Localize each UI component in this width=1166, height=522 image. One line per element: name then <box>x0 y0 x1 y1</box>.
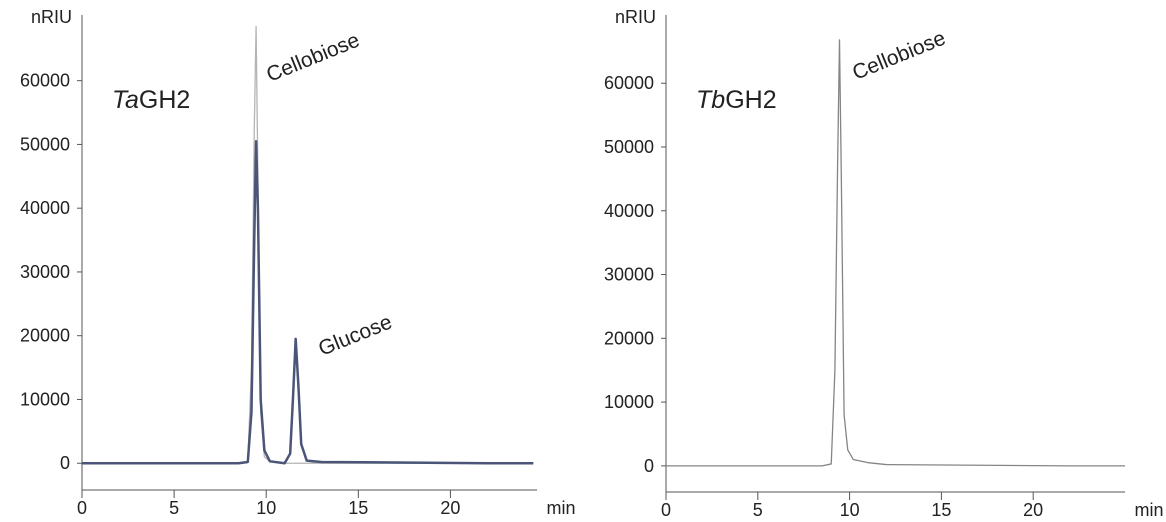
panel-title: TaGH2 <box>112 86 190 114</box>
y-tick-label: 60000 <box>604 73 654 93</box>
panel-title-part: GH2 <box>725 86 776 114</box>
y-tick-label: 40000 <box>604 201 654 221</box>
y-tick-label: 30000 <box>604 265 654 285</box>
x-tick-label: 20 <box>440 498 460 518</box>
x-tick-label: 15 <box>348 498 368 518</box>
panel-title-part: GH2 <box>139 86 190 114</box>
x-tick-label: 10 <box>256 498 276 518</box>
peak-annotation: Glucose <box>315 310 395 360</box>
y-axis-label: nRIU <box>615 7 656 27</box>
y-tick-label: 20000 <box>20 326 70 346</box>
x-tick-label: 10 <box>840 500 860 520</box>
trace <box>82 139 534 465</box>
x-tick-label: 5 <box>169 498 179 518</box>
x-tick-label: 5 <box>753 500 763 520</box>
y-tick-label: 50000 <box>20 134 70 154</box>
chart-panel: 0 10000 20000 30000 40000 50000 60000 0 5 10 15 20 n… <box>604 7 1164 520</box>
panel-title-part: Ta <box>112 86 139 114</box>
y-tick-label: 40000 <box>20 198 70 218</box>
y-tick-label: 10000 <box>604 392 654 412</box>
y-tick-label: 20000 <box>604 328 654 348</box>
panel-title: TbGH2 <box>696 86 777 114</box>
x-tick-label: 15 <box>931 500 951 520</box>
x-axis-label: min <box>546 498 575 518</box>
panel-title-part: Tb <box>696 86 725 114</box>
x-tick-label: 0 <box>77 498 87 518</box>
y-tick-label: 0 <box>644 456 654 476</box>
x-axis-label: min <box>1134 500 1163 520</box>
y-tick-label: 60000 <box>20 71 70 91</box>
y-tick-label: 0 <box>60 453 70 473</box>
x-tick-label: 20 <box>1023 500 1043 520</box>
y-tick-label: 30000 <box>20 262 70 282</box>
peak-annotation: Cellobiose <box>263 29 363 87</box>
peak-annotation: Cellobiose <box>849 27 949 85</box>
x-tick-label: 0 <box>661 500 671 520</box>
y-tick-label: 10000 <box>20 389 70 409</box>
y-tick-label: 50000 <box>604 137 654 157</box>
y-axis-label: nRIU <box>31 7 72 27</box>
trace <box>666 39 1125 467</box>
chart-panel: 0 10000 20000 30000 40000 50000 60000 0 5 10 15 20 n… <box>20 7 576 518</box>
